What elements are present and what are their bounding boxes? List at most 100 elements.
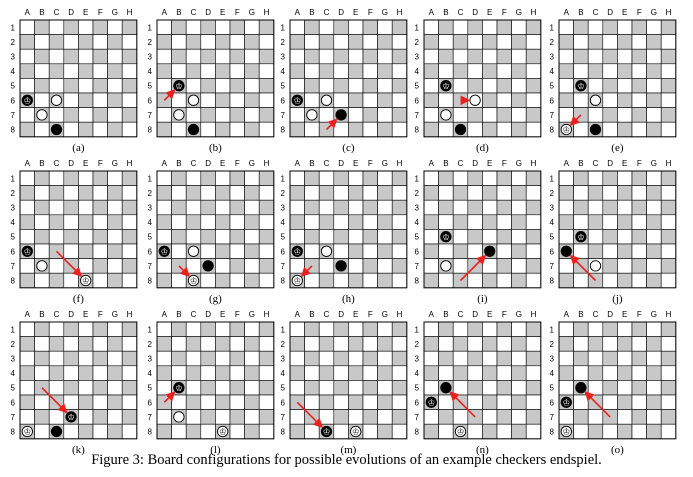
board-square	[333, 394, 349, 410]
board-square	[587, 243, 604, 259]
board-square	[660, 321, 677, 337]
column-label: G	[112, 310, 118, 319]
column-label: E	[622, 8, 627, 17]
board-square	[482, 321, 498, 337]
column-label: A	[162, 310, 168, 319]
board-square	[258, 380, 275, 396]
board-square	[185, 409, 202, 425]
board-square	[107, 199, 123, 216]
board-square	[646, 170, 662, 186]
board-border	[558, 321, 677, 440]
column-label: B	[39, 159, 44, 168]
board-square	[121, 199, 138, 216]
board-square	[121, 229, 138, 245]
board-square	[452, 243, 469, 259]
board-square	[92, 365, 108, 381]
board-square	[289, 258, 305, 274]
board-square	[258, 243, 275, 259]
board-square	[318, 48, 335, 65]
board-square	[452, 336, 469, 352]
move-arrow	[163, 89, 176, 101]
board-square	[617, 350, 633, 367]
board-square	[511, 214, 527, 230]
board-square	[34, 185, 50, 201]
column-label: D	[205, 8, 211, 17]
board-square	[92, 321, 108, 337]
board-square	[304, 229, 320, 245]
board-square	[229, 336, 245, 352]
board-square	[362, 350, 378, 367]
row-label: 5	[415, 233, 420, 242]
board-l: A B C D E F G H 1 2 3 4 5 6 7 8 ♔ ♔ (l)	[148, 310, 275, 456]
board-square	[107, 121, 123, 138]
board-square	[244, 107, 260, 123]
column-label: F	[502, 8, 507, 17]
board-square	[631, 19, 647, 35]
column-label: F	[235, 310, 240, 319]
board-square	[631, 409, 647, 425]
board-square	[258, 214, 275, 230]
board-square	[78, 48, 94, 65]
piece-disc	[187, 94, 200, 106]
column-label: B	[578, 310, 583, 319]
board-square	[333, 92, 349, 108]
black-piece	[560, 245, 572, 257]
column-label: A	[429, 8, 435, 17]
board-square	[467, 48, 483, 65]
row-label: 8	[148, 126, 153, 135]
board-square	[185, 258, 202, 274]
crown-icon: ♔	[442, 233, 450, 243]
board-i: A B C D E F G H 1 2 3 4 5 6 7 8 ♔ (i)	[415, 159, 542, 305]
board-square	[362, 243, 378, 259]
column-label: H	[666, 8, 672, 17]
board-square	[229, 365, 245, 381]
board-square	[452, 214, 469, 230]
board-square	[558, 92, 574, 108]
black-piece	[484, 245, 496, 257]
board-square	[377, 170, 393, 186]
board-square	[602, 107, 618, 123]
board-square	[525, 170, 542, 186]
board-border	[156, 170, 275, 289]
board-square	[333, 214, 349, 230]
piece-disc	[173, 382, 185, 394]
move-arrow	[325, 118, 338, 131]
row-label: 2	[550, 340, 555, 349]
column-label: B	[176, 310, 181, 319]
board-square	[423, 92, 439, 108]
piece-disc	[335, 260, 347, 272]
board-square	[19, 185, 35, 201]
board-square	[660, 229, 677, 245]
board-square	[289, 336, 305, 352]
board-square	[660, 199, 677, 216]
board-square	[63, 92, 79, 108]
board-square	[602, 121, 618, 138]
piece-disc	[440, 382, 452, 394]
board-square	[258, 19, 275, 35]
board-square	[215, 214, 231, 230]
board-square	[107, 214, 123, 230]
board-square	[660, 78, 677, 94]
column-label: F	[235, 8, 240, 17]
board-square	[34, 321, 50, 337]
board-border	[423, 170, 542, 289]
board-square	[258, 350, 275, 367]
board-square	[229, 34, 245, 50]
piece-disc	[217, 425, 229, 438]
column-label: B	[176, 8, 181, 17]
board-square	[496, 229, 512, 245]
column-label: A	[25, 310, 31, 319]
panel-label: (l)	[210, 444, 221, 456]
board-square	[121, 19, 138, 35]
row-label: 3	[550, 53, 555, 62]
row-label: 1	[550, 325, 555, 334]
white-king-piece: ♔	[217, 425, 229, 438]
board-m: A B C D E F G H 1 2 3 4 5 6 7 8 ♔ ♔ (m)	[281, 310, 408, 456]
board-square	[496, 214, 512, 230]
board-square	[660, 423, 677, 440]
board-square	[92, 170, 108, 186]
piece-disc	[440, 80, 452, 92]
board-square	[19, 107, 35, 123]
board-square	[19, 336, 35, 352]
board-square	[525, 48, 542, 65]
